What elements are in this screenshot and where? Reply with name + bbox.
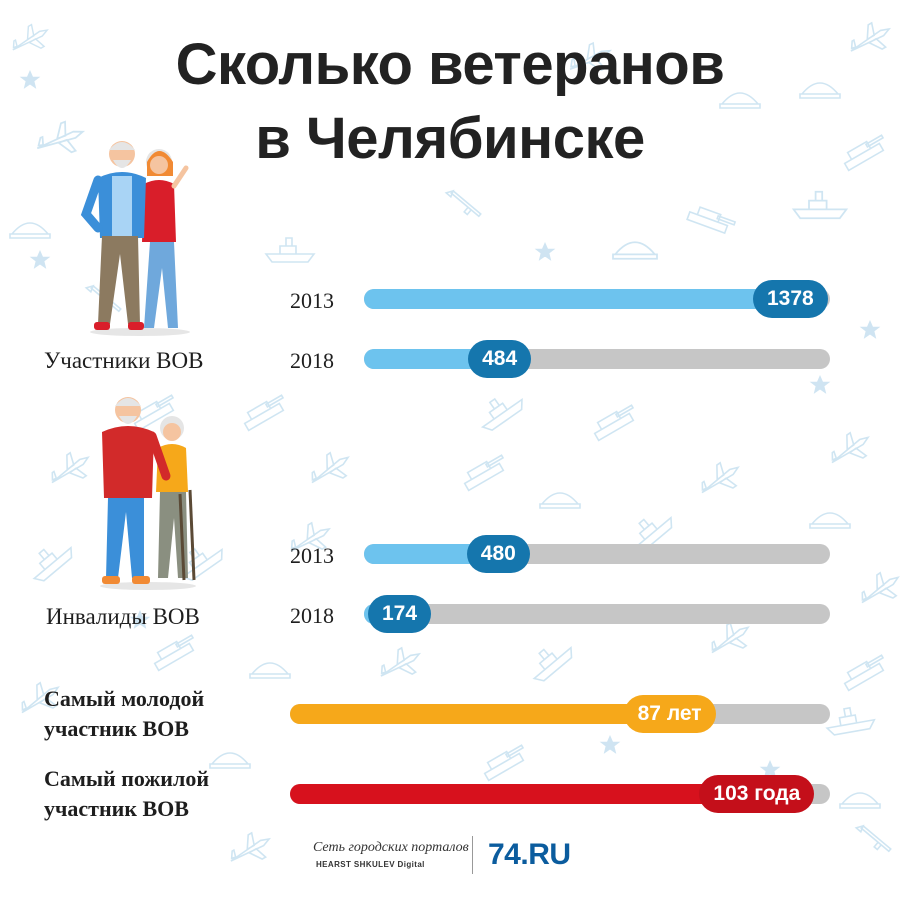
cap-icon (809, 512, 851, 529)
cap-icon (539, 492, 581, 509)
star-icon (759, 759, 781, 779)
cap-icon (9, 222, 51, 239)
bar-track: 174 (364, 595, 830, 633)
year-label: 2018 (290, 603, 334, 628)
plane-icon (21, 681, 60, 714)
year-label: 2013 (290, 288, 334, 313)
star-icon (29, 249, 51, 269)
plane-icon (831, 431, 870, 464)
star-icon (809, 374, 831, 394)
tank-icon (593, 404, 635, 442)
data-label: 87 лет (623, 695, 716, 733)
tank-icon (463, 454, 505, 492)
plane-icon (861, 571, 900, 604)
tank-icon (843, 654, 885, 692)
network-owner: HEARST SHKULEV Digital (316, 860, 425, 869)
data-label: 480 (466, 535, 530, 573)
page-title-line1: Сколько ветеранов (175, 32, 725, 97)
oldest-label: Самый пожилой участник ВОВ (44, 766, 209, 821)
star-icon (129, 609, 151, 629)
year-label: 2018 (290, 348, 334, 373)
group-label-invalids: Инвалиды ВОВ (46, 604, 200, 629)
tank-icon (483, 744, 525, 782)
ship-icon (532, 645, 573, 682)
plane-icon (380, 646, 422, 677)
data-label: 1378 (753, 280, 828, 318)
cap-icon (209, 752, 251, 769)
plane-icon (311, 451, 350, 484)
network-name: Сеть городских порталов (313, 840, 469, 855)
tank-icon (686, 206, 737, 235)
footer-divider (472, 836, 473, 874)
bar-fill (364, 289, 822, 309)
bar-fill (290, 704, 710, 724)
veterans-couple-illustration (80, 141, 190, 336)
cap-icon (249, 662, 291, 679)
footer: Сеть городских порталов HEARST SHKULEV D… (0, 836, 900, 876)
cap-icon (839, 792, 881, 809)
plane-icon (701, 461, 740, 494)
bar-track: 480 (364, 535, 830, 573)
plane-icon (230, 831, 272, 862)
veterans-with-canes-illustration (100, 397, 196, 590)
rifle-icon (854, 824, 892, 853)
tank-icon (243, 394, 285, 432)
plane-icon (36, 120, 86, 154)
tank-icon (843, 134, 885, 172)
bar-track: 103 года (290, 775, 830, 813)
ship-icon (264, 237, 316, 263)
plane-icon (569, 41, 613, 72)
rifle-icon (444, 189, 482, 218)
bar-fill (290, 784, 809, 804)
star-icon (19, 69, 41, 89)
data-label: 174 (368, 595, 432, 633)
bar-track: 1378 (364, 280, 830, 318)
ship-icon (791, 190, 849, 220)
cap-icon (799, 82, 841, 99)
data-label: 484 (468, 340, 532, 378)
bar-track: 484 (364, 340, 830, 378)
star-icon (599, 734, 621, 754)
cap-icon (612, 241, 658, 260)
ship-icon (32, 545, 73, 582)
year-label: 2013 (290, 543, 334, 568)
tank-icon (153, 634, 195, 672)
group-label-participants: Участники ВОВ (44, 348, 204, 373)
data-label: 103 года (699, 775, 815, 813)
cap-icon (719, 92, 761, 109)
plane-icon (12, 23, 49, 51)
plane-icon (290, 521, 332, 552)
page-title-line2: в Челябинске (255, 106, 645, 171)
site-logo[interactable]: 74.RU (488, 838, 571, 871)
ship-icon (480, 397, 523, 432)
youngest-label: Самый молодой участник ВОВ (44, 686, 205, 741)
plane-icon (51, 451, 90, 484)
star-icon (859, 319, 881, 339)
plane-icon (850, 21, 892, 52)
star-icon (534, 241, 556, 261)
bar-track: 87 лет (290, 695, 830, 733)
ship-icon (825, 706, 876, 736)
